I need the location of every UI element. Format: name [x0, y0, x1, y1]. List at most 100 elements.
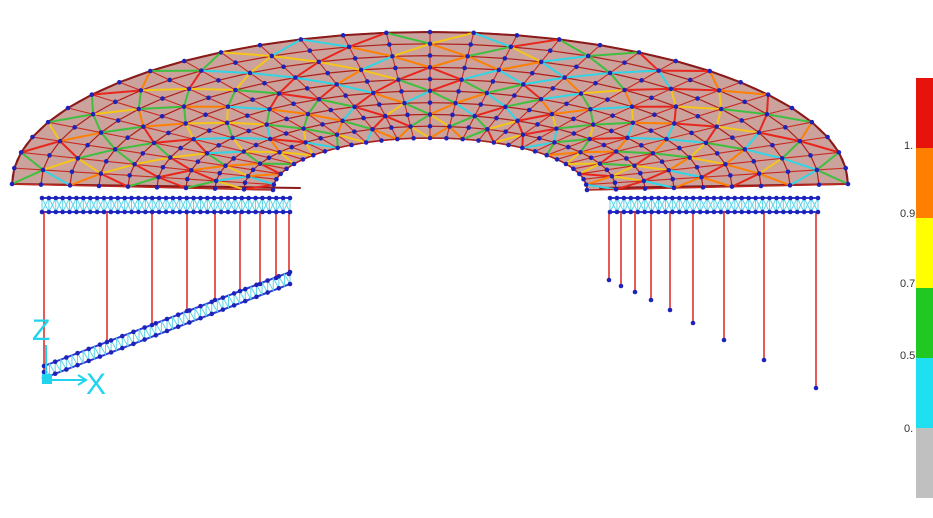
- joint-node: [67, 195, 72, 201]
- diagonal-member: [667, 169, 703, 179]
- joint-node: [39, 209, 45, 215]
- diagonal-member: [718, 89, 723, 111]
- joint-node: [668, 86, 674, 92]
- truss-diagonal: [165, 197, 174, 213]
- diagonal-member: [466, 45, 512, 58]
- joint-node: [537, 135, 542, 141]
- joint-node: [532, 149, 538, 154]
- radial-member: [585, 182, 616, 186]
- radial-member: [522, 123, 539, 136]
- radial-member: [157, 176, 188, 180]
- joint-node: [328, 107, 334, 113]
- diagonal-member: [341, 105, 356, 122]
- joint-node: [774, 195, 779, 201]
- joint-node: [761, 357, 767, 363]
- joint-node: [624, 156, 629, 161]
- diagonal-member: [92, 108, 140, 116]
- joint-node: [267, 136, 273, 142]
- legend-band: [916, 358, 933, 428]
- diagonal-member: [715, 125, 760, 134]
- joint-node: [808, 195, 814, 201]
- joint-node: [564, 101, 569, 107]
- joint-node: [508, 44, 514, 50]
- joint-node: [506, 142, 511, 148]
- radial-member: [371, 128, 383, 142]
- truss-diagonal: [268, 197, 277, 213]
- joint-node: [521, 82, 526, 87]
- joint-node: [815, 195, 821, 201]
- joint-node: [453, 100, 458, 106]
- joint-node: [69, 169, 75, 175]
- joint-node: [52, 359, 58, 365]
- joint-node: [85, 142, 90, 148]
- radial-member: [20, 151, 51, 156]
- diagonal-member: [200, 51, 222, 72]
- joint-node: [427, 123, 433, 129]
- joint-node: [281, 64, 286, 70]
- joint-node: [503, 104, 508, 110]
- truss-diagonal: [137, 197, 146, 213]
- structure-viewport[interactable]: Z X: [0, 0, 880, 518]
- truss-diagonal: [117, 197, 126, 213]
- diagonal-member: [92, 113, 103, 134]
- radial-member: [641, 70, 660, 81]
- radial-member: [234, 89, 254, 101]
- radial-member: [565, 92, 582, 105]
- diagonal-member: [317, 98, 356, 108]
- diagonal-member: [137, 108, 145, 128]
- radial-member: [161, 97, 185, 108]
- diagonal-member: [76, 157, 102, 175]
- joint-node: [186, 86, 192, 92]
- radial-member: [354, 106, 365, 119]
- joint-node: [143, 209, 148, 215]
- joint-node: [687, 155, 692, 160]
- joint-node: [119, 345, 125, 351]
- joint-node: [184, 195, 189, 201]
- joint-node: [112, 147, 118, 152]
- diagonal-member: [704, 125, 718, 144]
- joint-node: [195, 159, 201, 164]
- joint-node: [825, 134, 830, 140]
- joint-nodes: [9, 29, 851, 391]
- joint-node: [683, 209, 689, 215]
- joint-node: [554, 126, 559, 131]
- truss-diagonal: [713, 197, 722, 213]
- joint-node: [760, 209, 765, 215]
- diagonal-member: [578, 162, 601, 175]
- radial-member: [252, 169, 282, 175]
- diagonal-member: [226, 121, 268, 126]
- diagonal-member: [133, 163, 160, 179]
- diagonal-member: [651, 152, 691, 159]
- joint-node: [384, 30, 389, 36]
- joint-node: [808, 209, 814, 215]
- joint-node: [613, 187, 619, 192]
- joint-node: [94, 195, 100, 201]
- joint-node: [584, 187, 590, 193]
- joint-node: [636, 50, 642, 55]
- joint-node: [242, 298, 248, 304]
- radial-member: [744, 144, 773, 150]
- radial-member: [672, 176, 703, 180]
- diagonal-member: [360, 55, 394, 71]
- truss-diagonal: [609, 197, 618, 213]
- joint-node: [274, 176, 279, 182]
- diagonal-member: [409, 113, 431, 128]
- joint-node: [149, 209, 155, 215]
- diagonal-member: [781, 157, 818, 171]
- radial-member: [266, 124, 287, 135]
- joint-node: [301, 126, 306, 131]
- radial-member: [285, 132, 307, 143]
- diagonal-member: [610, 175, 645, 182]
- radial-member: [551, 103, 568, 115]
- diagonal-member: [615, 150, 654, 155]
- joint-node: [64, 367, 69, 372]
- stress-ratio-legend: 1. 0.9 0.7 0.5 0.: [880, 0, 933, 518]
- joint-node: [700, 185, 706, 190]
- diagonal-member: [184, 121, 229, 125]
- radial-member: [48, 154, 79, 159]
- joint-node: [40, 167, 46, 173]
- radial-member: [180, 147, 208, 154]
- radial-member: [114, 148, 144, 154]
- diagonal-member: [242, 150, 281, 154]
- truss-diagonal: [193, 197, 201, 213]
